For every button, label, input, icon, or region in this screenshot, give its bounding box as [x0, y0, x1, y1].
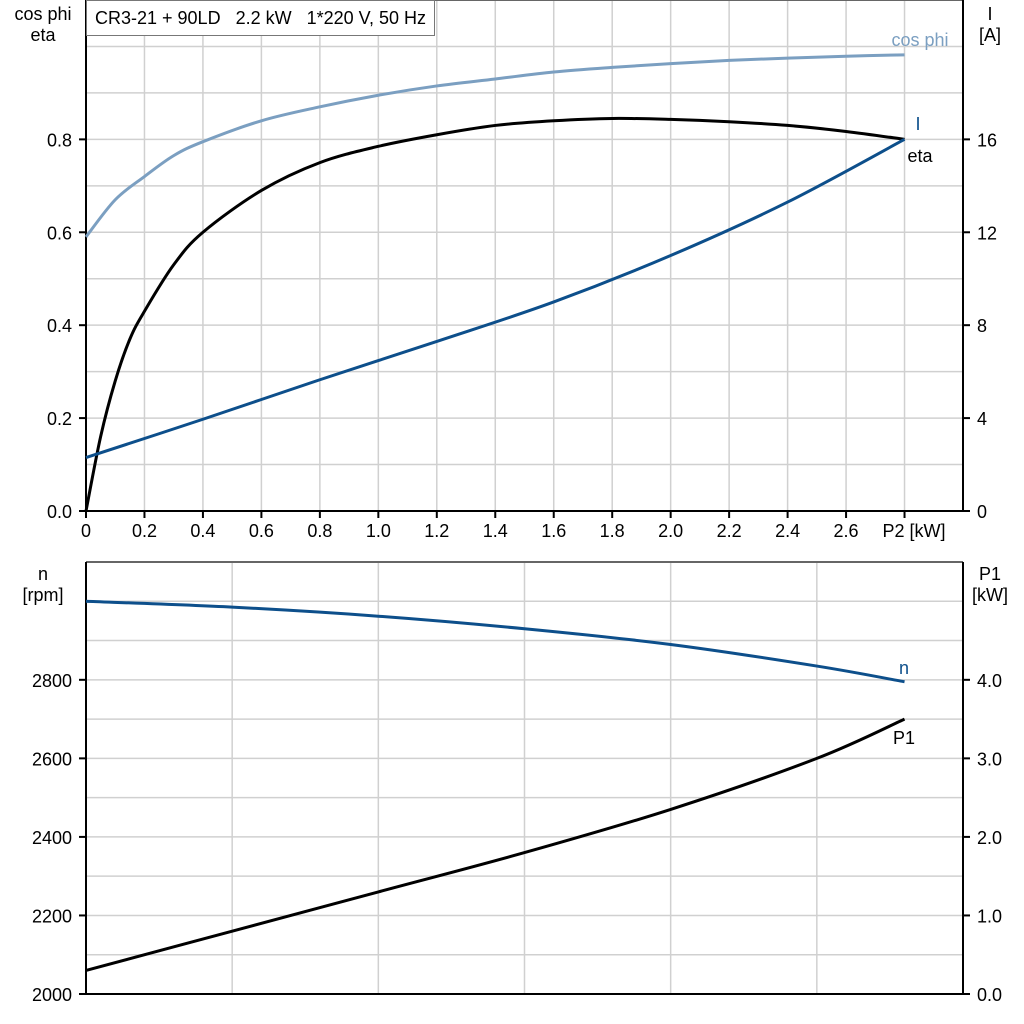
y-right-axis-unit: [A]	[979, 25, 1001, 45]
y-left-axis-label: cos phi	[14, 4, 71, 24]
y-left-tick-label: 0.2	[47, 409, 72, 429]
y-left-tick-label: 2200	[32, 906, 72, 926]
x-tick-label: 1.8	[600, 521, 625, 541]
x-tick-label: 0.4	[190, 521, 215, 541]
y-left-tick-label: 0.0	[47, 502, 72, 522]
y-left-tick-label: 2000	[32, 985, 72, 1005]
series-i-line	[85, 138, 906, 460]
y-right-tick-label: 2.0	[977, 828, 1002, 848]
x-tick-label: 2.0	[658, 521, 683, 541]
y-right-tick-label: 0.0	[977, 985, 1002, 1005]
series-cos-phi-label: cos phi	[891, 30, 948, 50]
x-tick-label: 2.2	[717, 521, 742, 541]
x-tick-label: 0.6	[249, 521, 274, 541]
series-n-line	[85, 599, 905, 684]
x-tick-label: 1.4	[483, 521, 508, 541]
y-right-tick-label: 1.0	[977, 906, 1002, 926]
series-cos-phi-line	[84, 53, 905, 238]
y-right-axis-label: I	[987, 4, 992, 24]
y-left-tick-label: 0.8	[47, 130, 72, 150]
y-left-axis-unit: [rpm]	[22, 585, 63, 605]
y-right-tick-label: 0	[977, 502, 987, 522]
y-left-tick-label: 0.4	[47, 316, 72, 336]
x-tick-label: 0.8	[307, 521, 332, 541]
y-right-axis-label: P1	[979, 564, 1001, 584]
x-tick-label: 2.6	[834, 521, 859, 541]
y-right-tick-label: 12	[977, 223, 997, 243]
y-left-axis-unit: eta	[30, 25, 56, 45]
y-right-tick-label: 16	[977, 130, 997, 150]
y-right-tick-label: 4.0	[977, 671, 1002, 691]
y-right-axis-unit: [kW]	[972, 585, 1008, 605]
y-left-axis-label: n	[38, 564, 48, 584]
x-tick-label: 1.0	[366, 521, 391, 541]
x-tick-label: 1.6	[541, 521, 566, 541]
series-eta-label: eta	[907, 146, 933, 166]
series-n-label: n	[899, 658, 909, 678]
y-right-tick-label: 3.0	[977, 749, 1002, 769]
y-left-tick-label: 2600	[32, 749, 72, 769]
x-tick-label: 0.2	[132, 521, 157, 541]
series-eta-line	[84, 116, 905, 512]
series-p1-label: P1	[893, 728, 915, 748]
x-tick-label: 1.2	[424, 521, 449, 541]
x-axis-label: P2 [kW]	[883, 521, 946, 541]
x-tick-label: 2.4	[775, 521, 800, 541]
series-p1-line	[85, 717, 906, 972]
y-left-tick-label: 2800	[32, 671, 72, 691]
x-tick-label: 0	[81, 521, 91, 541]
y-left-tick-label: 2400	[32, 828, 72, 848]
chart-title: CR3-21 + 90LD 2.2 kW 1*220 V, 50 Hz	[86, 0, 436, 36]
y-left-tick-label: 0.6	[47, 223, 72, 243]
y-right-tick-label: 4	[977, 409, 987, 429]
y-right-tick-label: 8	[977, 316, 987, 336]
series-i-label: I	[915, 114, 920, 134]
